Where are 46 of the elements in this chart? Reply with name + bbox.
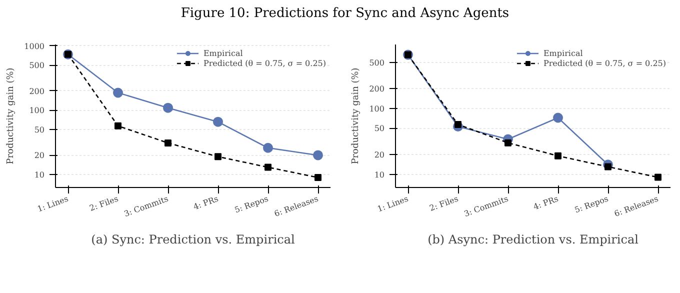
point: [113, 88, 123, 98]
y-tick-label: 500: [369, 58, 385, 68]
y-tick-label: 1000: [24, 42, 44, 51]
x-tick-label: 1: Lines: [36, 194, 70, 214]
point: [454, 120, 462, 128]
point: [554, 152, 562, 160]
point: [553, 112, 563, 123]
point: [213, 116, 223, 127]
y-tick-label: 50: [34, 126, 45, 135]
y-tick-label: 200: [369, 84, 385, 94]
x-tick-label: 2: Files: [88, 194, 120, 213]
text: (b) Async: Prediction vs. Empirical: [428, 232, 639, 246]
point: [214, 153, 222, 160]
text: (a) Sync: Prediction vs. Empirical: [91, 232, 296, 246]
y-tick-label: 10: [34, 170, 45, 180]
legend-label: Empirical: [543, 48, 583, 58]
y-tick-label: 100: [369, 104, 385, 114]
legend-label: Predicted (θ = 0.75, σ = 0.25): [203, 58, 326, 68]
x-tick-label: 4: PRs: [192, 194, 220, 212]
point: [163, 102, 173, 113]
y-tick-label: 20: [374, 150, 385, 160]
point: [263, 142, 273, 153]
x-tick-label: 5: Repos: [573, 194, 610, 215]
x-tick-label: 5: Repos: [233, 194, 270, 215]
point: [654, 174, 662, 181]
point: [604, 163, 612, 170]
x-tick-label: 2: Files: [428, 194, 460, 213]
y-axis-title: Productivity gain (%): [351, 68, 362, 164]
legend-label: Empirical: [203, 48, 243, 58]
y-tick-label: 100: [29, 106, 45, 116]
point: [313, 150, 323, 160]
point: [264, 164, 272, 171]
y-axis-title: Productivity gain (%): [6, 68, 16, 164]
x-tick-label: 1: Lines: [376, 194, 410, 214]
y-tick-label: 10: [374, 170, 385, 180]
legend-label: Predicted (θ = 0.75, σ = 0.25): [543, 58, 666, 68]
y-tick-label: 50: [374, 124, 385, 134]
point: [164, 139, 172, 146]
x-tick-label: 4: PRs: [532, 194, 560, 212]
y-tick-label: 200: [29, 86, 45, 96]
point: [114, 122, 122, 130]
chart-title: Figure 10: Predictions for Sync and Async Agents: [180, 5, 510, 23]
point: [504, 139, 512, 146]
point: [314, 174, 322, 182]
y-tick-label: 500: [29, 61, 45, 70]
y-tick-label: 20: [34, 151, 45, 160]
